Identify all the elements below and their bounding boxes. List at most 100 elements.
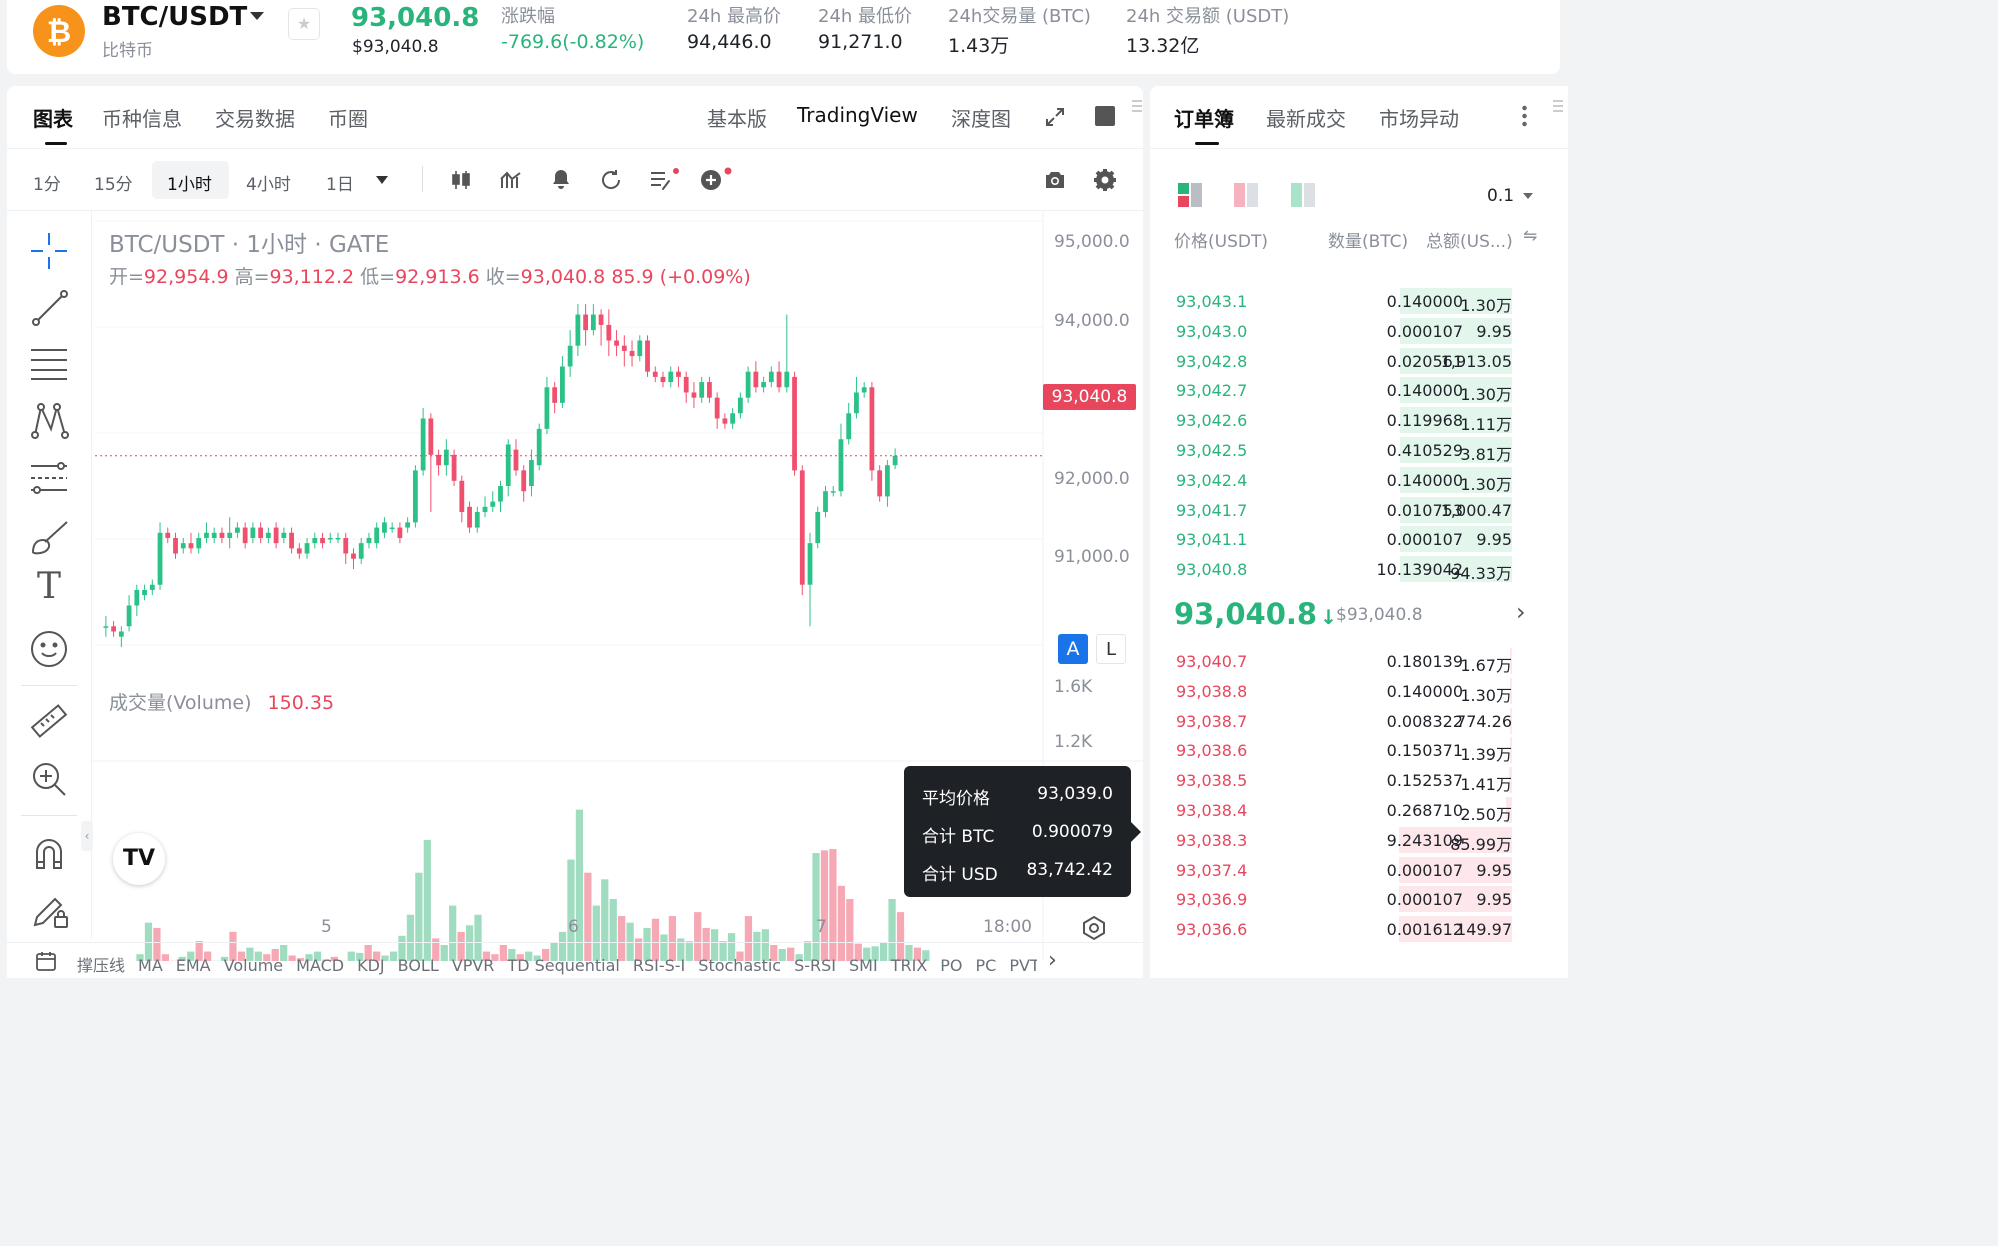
ask-row[interactable]: 93,042.7 0.140000 1.30万 xyxy=(1150,375,1540,405)
trend-line-icon[interactable] xyxy=(31,289,69,327)
fib-tool-icon[interactable] xyxy=(29,461,69,497)
timeframe-15m[interactable]: 15分 xyxy=(94,175,133,195)
tab-community[interactable]: 币圈 xyxy=(328,107,368,131)
indicator-item[interactable]: BOLL xyxy=(397,956,439,975)
view-asks-icon[interactable] xyxy=(1234,183,1258,207)
tab-chart[interactable]: 图表 xyxy=(33,107,73,131)
layout-toggle-icon[interactable] xyxy=(1095,106,1115,126)
replay-icon[interactable] xyxy=(599,168,623,192)
view-both-icon[interactable] xyxy=(1178,183,1202,207)
indicator-item[interactable]: Stochastic xyxy=(698,956,782,975)
candle-body xyxy=(529,460,534,486)
collapse-toolbar-icon[interactable]: ‹ xyxy=(81,821,93,851)
indicator-item[interactable]: RSI-S-I xyxy=(632,956,686,975)
bid-row[interactable]: 93,040.7 0.180139 1.67万 xyxy=(1150,646,1540,676)
tab-coin-info[interactable]: 币种信息 xyxy=(102,107,182,131)
drag-handle-icon[interactable] xyxy=(1132,100,1142,114)
price-chart[interactable] xyxy=(7,211,1143,961)
crosshair-icon[interactable] xyxy=(29,231,69,271)
ask-row[interactable]: 93,042.4 0.140000 1.30万 xyxy=(1150,465,1540,495)
pair-dropdown-icon[interactable] xyxy=(250,12,264,20)
view-basic[interactable]: 基本版 xyxy=(707,107,767,131)
bid-row[interactable]: 93,038.3 9.243109 85.99万 xyxy=(1150,825,1540,855)
timeframe-1m[interactable]: 1分 xyxy=(33,175,61,195)
add-indicator-icon[interactable] xyxy=(699,166,733,192)
indicator-scroll-right-icon[interactable]: › xyxy=(1048,948,1057,973)
ask-row[interactable]: 93,043.0 0.000107 9.95 xyxy=(1150,316,1540,346)
tab-trade-data[interactable]: 交易数据 xyxy=(215,107,295,131)
pair-title[interactable]: BTC/USDT xyxy=(102,2,248,32)
templates-icon[interactable] xyxy=(649,168,679,192)
drag-handle-icon[interactable] xyxy=(1553,100,1563,114)
candle-type-icon[interactable] xyxy=(449,168,473,192)
pattern-tool-icon[interactable] xyxy=(29,401,69,441)
edit-lock-icon[interactable] xyxy=(29,891,71,931)
text-tool-icon[interactable]: T xyxy=(37,566,62,607)
alert-icon[interactable] xyxy=(549,168,573,192)
indicator-item[interactable]: PVT xyxy=(1009,956,1037,975)
ask-row[interactable]: 93,042.8 0.020561 1,913.05 xyxy=(1150,346,1540,376)
tab-recent-trades[interactable]: 最新成交 xyxy=(1266,107,1346,131)
tab-market-moves[interactable]: 市场异动 xyxy=(1379,107,1459,131)
log-scale-button[interactable]: L xyxy=(1096,634,1126,664)
magnet-icon[interactable] xyxy=(31,836,67,872)
favorite-star-icon[interactable]: ★ xyxy=(288,8,320,40)
view-bids-icon[interactable] xyxy=(1291,183,1315,207)
bid-row[interactable]: 93,038.4 0.268710 2.50万 xyxy=(1150,795,1540,825)
bid-row[interactable]: 93,036.9 0.000107 9.95 xyxy=(1150,884,1540,914)
tradingview-logo[interactable]: TV xyxy=(113,833,165,885)
tab-orderbook[interactable]: 订单簿 xyxy=(1174,107,1234,131)
ask-row[interactable]: 93,041.7 0.010753 1,000.47 xyxy=(1150,495,1540,525)
ruler-icon[interactable] xyxy=(29,701,69,741)
timeframe-1h[interactable]: 1小时 xyxy=(152,161,229,199)
bid-row[interactable]: 93,038.7 0.008322 774.26 xyxy=(1150,706,1540,736)
indicator-item[interactable]: S-RSI xyxy=(794,956,837,975)
timeframe-1d[interactable]: 1日 xyxy=(326,175,354,195)
timeframe-4h[interactable]: 4小时 xyxy=(246,175,291,195)
view-tradingview[interactable]: TradingView xyxy=(797,103,918,127)
emoji-icon[interactable] xyxy=(29,629,69,669)
order-qty: 0.150371 xyxy=(1386,741,1463,761)
indicator-item[interactable]: SMI xyxy=(849,956,878,975)
precision-select[interactable]: 0.1 xyxy=(1487,186,1515,206)
column-toggle-icon[interactable]: ⇋ xyxy=(1523,226,1538,246)
fullscreen-icon[interactable] xyxy=(1044,106,1066,128)
indicator-item[interactable]: VPVR xyxy=(451,956,495,975)
bid-row[interactable]: 93,037.4 0.000107 9.95 xyxy=(1150,855,1540,885)
indicators-icon[interactable] xyxy=(499,168,523,192)
auto-scale-button[interactable]: A xyxy=(1058,634,1088,664)
bid-row[interactable]: 93,038.6 0.150371 1.39万 xyxy=(1150,735,1540,765)
chevron-right-icon[interactable]: › xyxy=(1516,598,1526,626)
bid-row[interactable]: 93,038.8 0.140000 1.30万 xyxy=(1150,676,1540,706)
indicator-item[interactable]: TRIX xyxy=(890,956,928,975)
camera-icon[interactable] xyxy=(1043,168,1067,192)
indicator-item[interactable]: KDJ xyxy=(357,956,385,975)
bid-row[interactable]: 93,038.5 0.152537 1.41万 xyxy=(1150,765,1540,795)
ask-row[interactable]: 93,043.1 0.140000 1.30万 xyxy=(1150,286,1540,316)
indicator-item[interactable]: MA xyxy=(138,956,163,975)
bid-row[interactable]: 93,036.6 0.001612 149.97 xyxy=(1150,914,1540,944)
order-total: 774.26 xyxy=(1456,711,1512,731)
indicator-item[interactable]: EMA xyxy=(175,956,211,975)
indicator-item[interactable]: MACD xyxy=(296,956,345,975)
horizontal-lines-icon[interactable] xyxy=(29,346,69,382)
brush-icon[interactable] xyxy=(29,516,71,556)
precision-dropdown-icon[interactable] xyxy=(1523,193,1533,199)
view-depth[interactable]: 深度图 xyxy=(951,107,1011,131)
ask-row[interactable]: 93,042.5 0.410529 3.81万 xyxy=(1150,435,1540,465)
axis-settings-icon[interactable] xyxy=(1081,915,1107,941)
indicator-item[interactable]: 撑压线 xyxy=(77,956,126,975)
indicator-item[interactable]: Volume xyxy=(223,956,284,975)
indicator-item[interactable]: PC xyxy=(975,956,997,975)
tooltip-btc-value: 0.900079 xyxy=(1031,822,1113,842)
indicator-item[interactable]: TD Sequential xyxy=(507,956,620,975)
more-options-icon[interactable] xyxy=(1522,104,1527,128)
zoom-in-icon[interactable] xyxy=(29,759,69,799)
ask-row[interactable]: 93,041.1 0.000107 9.95 xyxy=(1150,524,1540,554)
indicator-item[interactable]: PO xyxy=(940,956,963,975)
ask-row[interactable]: 93,042.6 0.119968 1.11万 xyxy=(1150,405,1540,435)
timeframe-dropdown-icon[interactable] xyxy=(376,176,388,184)
ask-row[interactable]: 93,040.8 10.139042 94.33万 xyxy=(1150,554,1540,584)
calendar-icon[interactable] xyxy=(35,950,57,972)
settings-gear-icon[interactable] xyxy=(1093,168,1117,192)
